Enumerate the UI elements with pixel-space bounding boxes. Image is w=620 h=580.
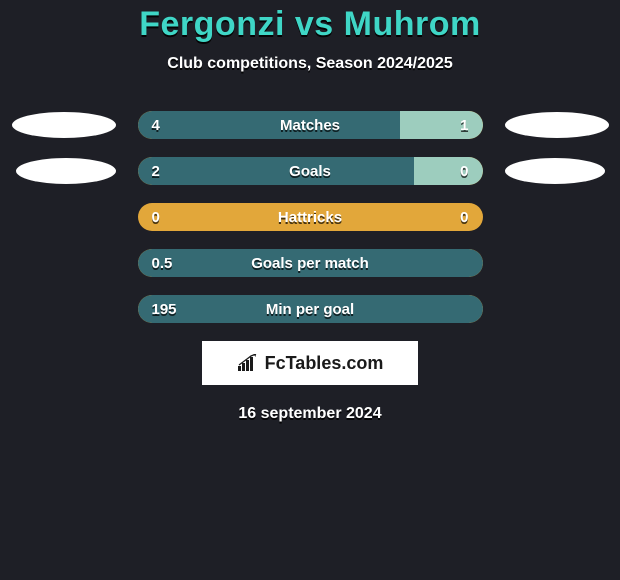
bar-value-right: 1 (460, 111, 468, 139)
left-ellipse (12, 112, 116, 138)
stat-row: 41Matches (0, 111, 620, 139)
stat-bar: 41Matches (138, 111, 483, 139)
title-vs: vs (295, 5, 334, 43)
bar-value-left: 195 (152, 295, 177, 323)
bar-left-fill (138, 295, 483, 323)
bar-right-fill (400, 111, 483, 139)
stat-row: 0.5Goals per match (0, 249, 620, 277)
bar-label: Hattricks (138, 203, 483, 231)
date-line: 16 september 2024 (0, 405, 620, 423)
subtitle: Club competitions, Season 2024/2025 (0, 55, 620, 73)
stat-bar: 0 0Hattricks (138, 203, 483, 231)
stat-row: 0 0Hattricks (0, 203, 620, 231)
logo-text: FcTables.com (265, 353, 384, 374)
chart-icon (237, 354, 259, 372)
bar-left-fill (138, 157, 414, 185)
stat-row: 195Min per goal (0, 295, 620, 323)
bar-value-left: 0.5 (152, 249, 173, 277)
bar-right-fill (414, 157, 483, 185)
bar-value-left: 2 (152, 157, 160, 185)
logo-box: FcTables.com (202, 341, 418, 385)
right-ellipse (505, 112, 609, 138)
page-title: Fergonzi vs Muhrom (0, 6, 620, 43)
stat-bar: 20Goals (138, 157, 483, 185)
left-ellipse (16, 158, 116, 184)
stat-row: 20Goals (0, 157, 620, 185)
bar-left-fill (138, 249, 483, 277)
stat-rows: 41Matches20Goals00Hattricks0.5Goals per … (0, 111, 620, 323)
stat-bar: 195Min per goal (138, 295, 483, 323)
bar-value-right: 0 (460, 203, 468, 231)
bar-value-right: 0 (460, 157, 468, 185)
title-player2: Muhrom (344, 5, 481, 43)
bar-left-fill (138, 111, 400, 139)
bar-value-left: 4 (152, 111, 160, 139)
title-player1: Fergonzi (139, 5, 285, 43)
bar-value-left: 0 (152, 203, 160, 231)
stats-card: Fergonzi vs Muhrom Club competitions, Se… (0, 0, 620, 580)
right-ellipse (505, 158, 605, 184)
stat-bar: 0.5Goals per match (138, 249, 483, 277)
